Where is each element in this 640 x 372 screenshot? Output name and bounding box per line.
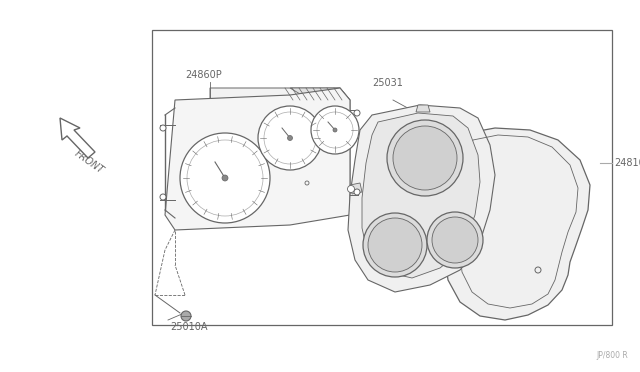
Text: 25031: 25031 xyxy=(372,78,403,88)
Circle shape xyxy=(180,133,270,223)
Circle shape xyxy=(432,217,478,263)
Circle shape xyxy=(160,125,166,131)
Circle shape xyxy=(387,120,463,196)
Circle shape xyxy=(363,213,427,277)
Polygon shape xyxy=(445,128,590,320)
Bar xyxy=(152,30,612,325)
Circle shape xyxy=(181,311,191,321)
Circle shape xyxy=(393,126,457,190)
Circle shape xyxy=(368,218,422,272)
Circle shape xyxy=(222,175,228,181)
Circle shape xyxy=(258,106,322,170)
Polygon shape xyxy=(348,105,495,292)
Text: 24860P: 24860P xyxy=(185,70,221,80)
Polygon shape xyxy=(60,118,95,158)
Text: 24810: 24810 xyxy=(614,158,640,168)
Polygon shape xyxy=(350,183,362,194)
Circle shape xyxy=(264,112,316,164)
Text: JP/800 R: JP/800 R xyxy=(596,351,628,360)
Circle shape xyxy=(311,106,359,154)
Circle shape xyxy=(354,110,360,116)
Text: FRONT: FRONT xyxy=(72,148,105,175)
Circle shape xyxy=(354,189,360,195)
Polygon shape xyxy=(290,88,350,100)
Circle shape xyxy=(427,212,483,268)
Circle shape xyxy=(333,128,337,132)
Circle shape xyxy=(287,135,292,141)
Polygon shape xyxy=(210,88,350,215)
Text: 24813: 24813 xyxy=(443,158,474,168)
Polygon shape xyxy=(416,105,430,112)
Polygon shape xyxy=(165,88,350,230)
Text: 25010A: 25010A xyxy=(170,322,207,332)
Polygon shape xyxy=(362,113,480,278)
Circle shape xyxy=(348,186,355,192)
Circle shape xyxy=(187,140,263,216)
Circle shape xyxy=(160,194,166,200)
Circle shape xyxy=(317,112,353,148)
